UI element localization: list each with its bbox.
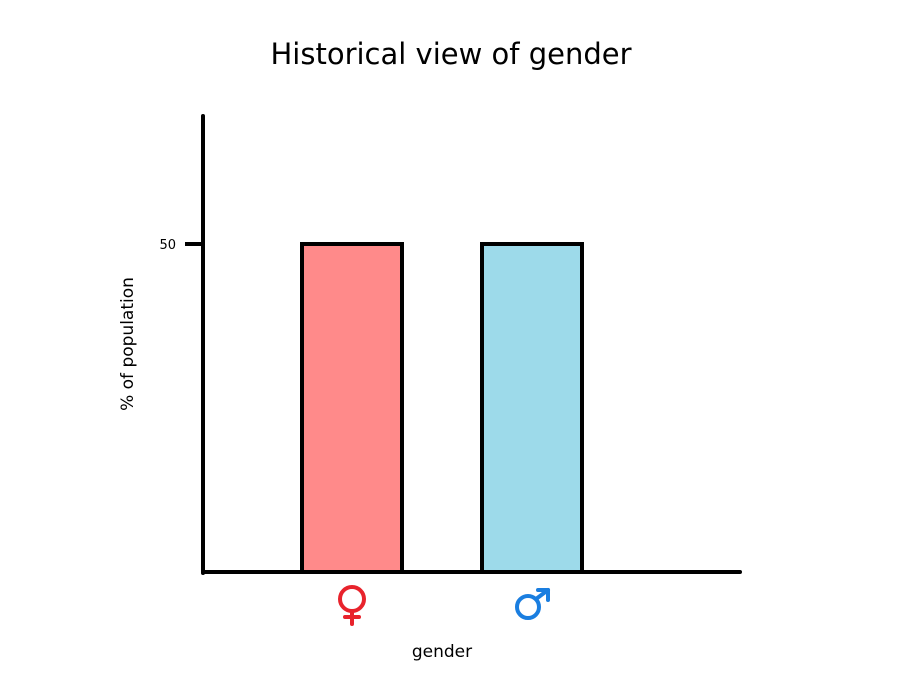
bar-male [480,242,584,574]
female-symbol-icon [338,585,366,626]
y-axis-label: % of population [118,277,138,411]
bars-layer [300,242,584,574]
x-axis-label: gender [412,642,472,662]
chart-title: Historical view of gender [270,37,631,71]
y-tick-label: 50 [159,238,176,253]
male-symbol-icon [515,588,550,620]
category-icons [338,585,550,626]
bar-female [300,242,404,574]
y-ticks: 50 [159,238,203,253]
